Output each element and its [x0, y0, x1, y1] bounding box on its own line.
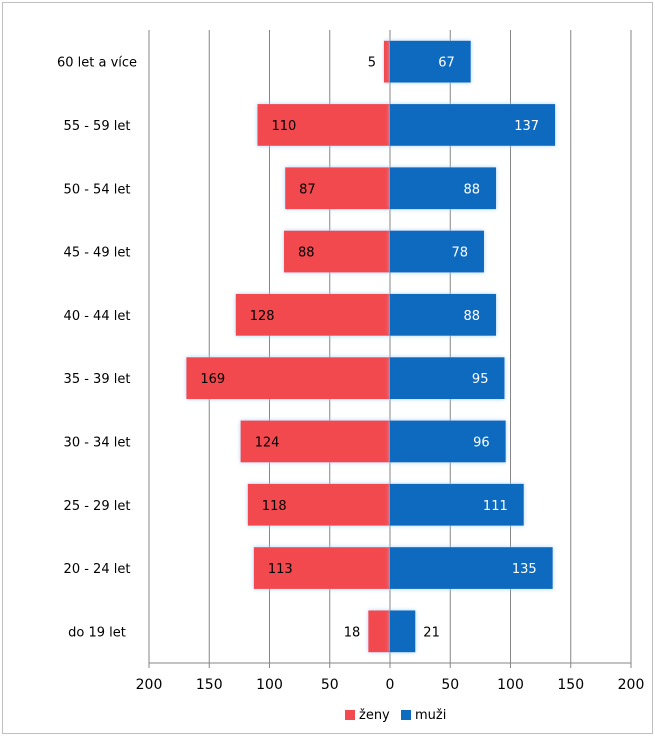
legend-swatch-muži — [401, 710, 411, 720]
bar-ženy-1 — [257, 104, 390, 146]
data-label-muži-4: 88 — [463, 309, 480, 324]
data-label-ženy-4: 128 — [250, 309, 275, 324]
category-label-2: 50 - 54 let — [64, 182, 131, 197]
category-label-9: do 19 let — [68, 625, 126, 640]
x-tick-label-0: 200 — [136, 677, 163, 693]
bar-muži-7 — [390, 483, 524, 526]
data-label-muži-6: 96 — [473, 435, 490, 450]
data-label-muži-1: 137 — [514, 119, 539, 134]
x-tick-label-7: 150 — [557, 677, 584, 693]
legend-label-ženy: ženy — [359, 708, 390, 723]
data-label-ženy-9: 18 — [344, 625, 361, 640]
data-label-ženy-1: 110 — [271, 119, 296, 134]
category-labels: 60 let a více 55 - 59 let 50 - 54 let 45 - … — [57, 56, 137, 641]
category-label-5: 35 - 39 let — [64, 372, 131, 387]
bar-muži-9 — [390, 610, 416, 653]
category-label-4: 40 - 44 let — [64, 309, 131, 324]
x-tick-label-6: 100 — [497, 677, 524, 693]
data-label-ženy-3: 88 — [298, 246, 315, 261]
legend-label-muži: muži — [415, 708, 446, 723]
category-label-6: 30 - 34 let — [64, 435, 131, 450]
bar-muži-5 — [390, 357, 505, 400]
data-label-muži-0: 67 — [438, 56, 455, 71]
bar-ženy-9 — [368, 610, 390, 653]
x-axis-tick-labels: 200 150 100 50 0 50 100 150 200 — [136, 677, 645, 693]
category-label-3: 45 - 49 let — [64, 246, 131, 261]
bar-muži-0 — [390, 40, 471, 83]
bar-ženy-5 — [186, 357, 390, 400]
x-tick-label-1: 150 — [196, 677, 223, 693]
legend-swatch-ženy — [345, 710, 355, 720]
bar-ženy-0 — [383, 40, 390, 83]
bar-ženy-3 — [283, 230, 390, 273]
data-label-ženy-2: 87 — [299, 182, 316, 197]
x-tick-label-5: 50 — [441, 677, 459, 693]
data-label-muži-2: 88 — [463, 182, 480, 197]
bar-muži-6 — [390, 420, 506, 463]
x-tick-label-3: 50 — [321, 677, 339, 693]
data-label-ženy-0: 5 — [368, 56, 376, 71]
bar-ženy-2 — [285, 167, 390, 210]
data-label-muži-7: 111 — [483, 499, 508, 514]
data-label-muži-9: 21 — [423, 625, 440, 640]
x-tick-label-8: 200 — [618, 677, 645, 693]
category-label-1: 55 - 59 let — [64, 119, 131, 134]
data-label-muži-8: 135 — [512, 562, 537, 577]
legend: ženy muži — [345, 708, 446, 723]
bar-muži-3 — [390, 230, 484, 273]
data-labels: 5 110 87 88 128 169 124 118 113 18 67 137 88 78 88 95 96… — [200, 56, 539, 641]
bar-muži-1 — [390, 104, 556, 146]
data-label-muži-5: 95 — [472, 372, 489, 387]
x-tick-label-2: 100 — [256, 677, 283, 693]
data-label-ženy-8: 113 — [268, 562, 293, 577]
bars — [186, 40, 556, 653]
bar-ženy-6 — [240, 420, 390, 463]
data-label-ženy-6: 124 — [255, 435, 280, 450]
category-label-0: 60 let a více — [57, 56, 137, 71]
category-label-7: 25 - 29 let — [64, 499, 131, 514]
bar-muži-4 — [390, 293, 497, 336]
bar-ženy-8 — [253, 547, 390, 589]
data-label-ženy-7: 118 — [262, 499, 287, 514]
population-pyramid-chart: 5 110 87 88 128 169 124 118 113 18 67 137 88 78 88 95 96… — [57, 30, 645, 723]
bar-muži-2 — [390, 167, 497, 210]
bar-ženy-7 — [247, 483, 390, 526]
category-label-8: 20 - 24 let — [64, 562, 131, 577]
bar-muži-8 — [390, 547, 553, 589]
data-label-ženy-5: 169 — [200, 372, 225, 387]
data-label-muži-3: 78 — [451, 246, 468, 261]
x-tick-label-4: 0 — [386, 677, 395, 693]
bar-ženy-4 — [235, 293, 390, 336]
